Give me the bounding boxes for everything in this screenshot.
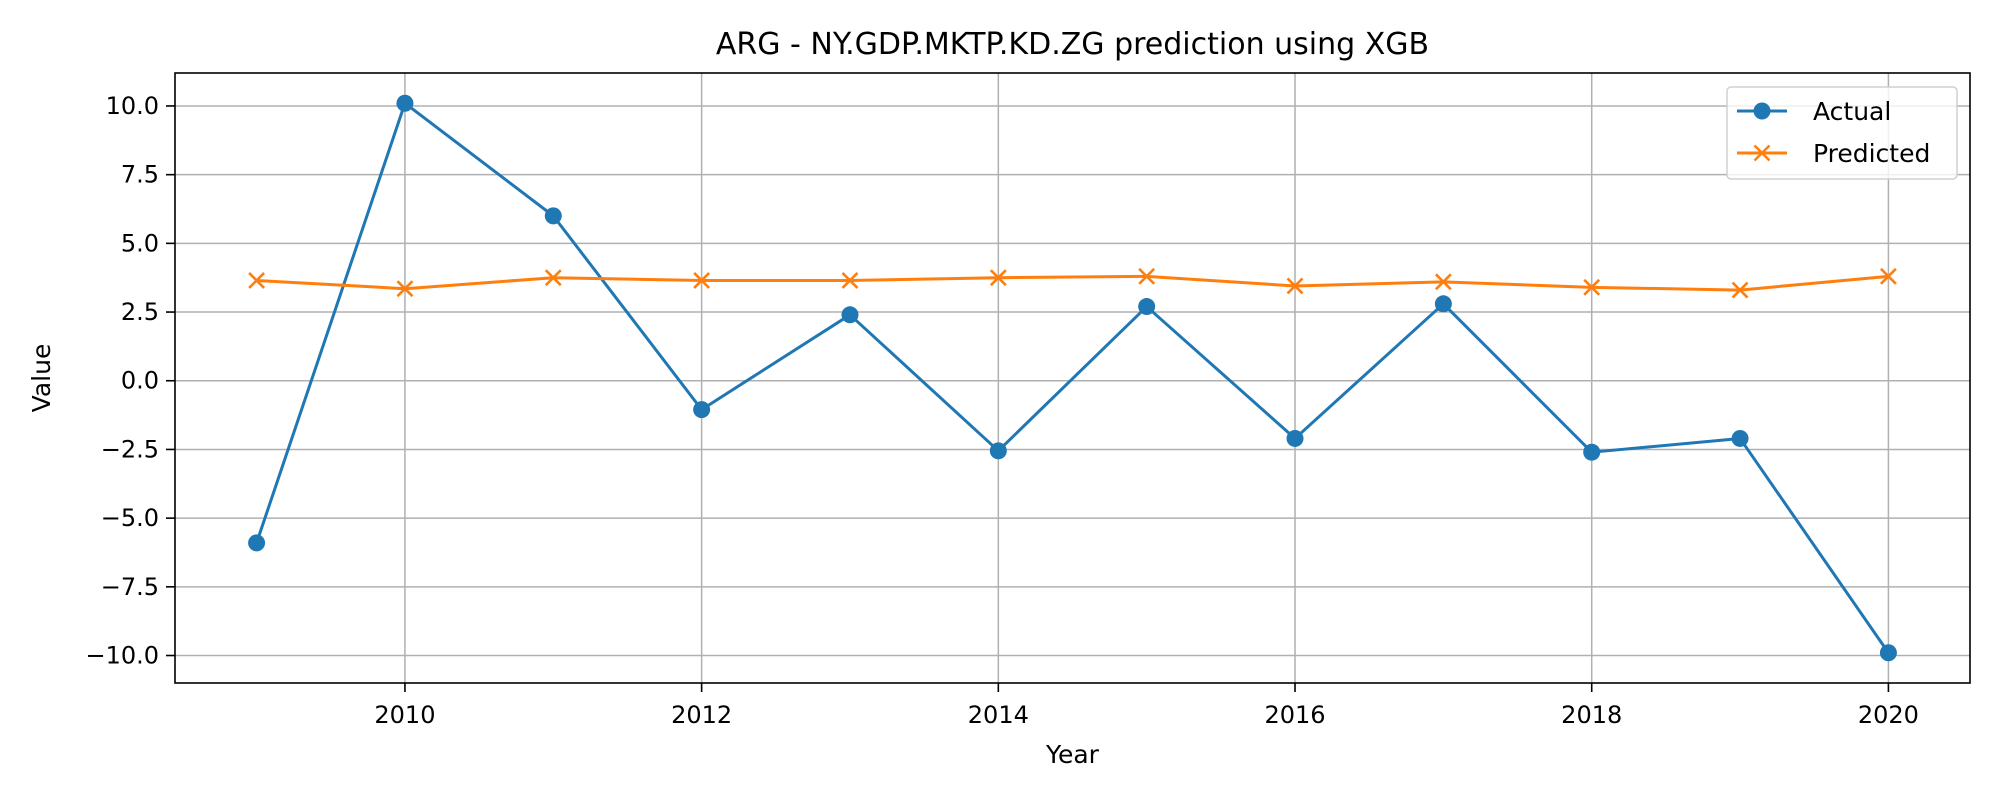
legend-entry: Actual bbox=[1737, 97, 1891, 126]
y-tick-label: 2.5 bbox=[121, 298, 159, 326]
y-tick-label: 10.0 bbox=[106, 92, 159, 120]
data-point-predicted bbox=[1286, 277, 1304, 295]
legend-marker-swatch bbox=[1753, 102, 1771, 120]
series-predicted bbox=[248, 267, 1897, 299]
x-tick-label: 2020 bbox=[1858, 701, 1919, 729]
y-tick-label: −2.5 bbox=[101, 435, 159, 463]
data-point-predicted bbox=[1138, 267, 1156, 285]
data-point-predicted bbox=[1583, 278, 1601, 296]
legend-label: Actual bbox=[1813, 97, 1891, 126]
y-tick-label: 7.5 bbox=[121, 161, 159, 189]
series-layer bbox=[248, 94, 1897, 662]
data-point-actual bbox=[1731, 429, 1749, 447]
data-point-predicted bbox=[1731, 281, 1749, 299]
legend-label: Predicted bbox=[1813, 139, 1930, 168]
x-tick-label: 2018 bbox=[1561, 701, 1622, 729]
data-point-predicted bbox=[693, 272, 711, 289]
data-point-predicted bbox=[1434, 273, 1452, 291]
data-point-actual bbox=[248, 534, 266, 552]
x-tick-label: 2012 bbox=[671, 701, 732, 729]
data-point-predicted bbox=[248, 272, 266, 289]
chart-title: ARG - NY.GDP.MKTP.KD.ZG prediction using… bbox=[716, 27, 1429, 62]
tick-layer: 2010 2012 2014 2016 2018 2020 10.0 7.5 5.0 2.5 0.0… bbox=[85, 92, 1918, 729]
data-point-actual bbox=[1583, 443, 1601, 461]
series-actual bbox=[248, 94, 1897, 662]
data-point-predicted bbox=[396, 280, 414, 298]
x-tick-label: 2014 bbox=[968, 701, 1029, 729]
plot-area-frame bbox=[174, 72, 1971, 684]
data-point-predicted bbox=[989, 269, 1007, 287]
data-point-actual bbox=[396, 94, 414, 112]
y-tick-label: −10.0 bbox=[85, 642, 159, 670]
data-point-predicted bbox=[544, 269, 562, 287]
legend-marker-swatch bbox=[1753, 144, 1771, 162]
y-tick-label: 5.0 bbox=[121, 229, 159, 257]
series-line-predicted bbox=[256, 274, 1889, 292]
legend: Actual Predicted bbox=[1726, 86, 1958, 180]
data-point-actual bbox=[841, 306, 859, 324]
x-axis-label: Year bbox=[1045, 740, 1100, 769]
y-axis-label: Value bbox=[27, 344, 56, 413]
y-tick-label: −7.5 bbox=[101, 573, 159, 601]
data-point-actual bbox=[544, 207, 562, 225]
data-point-predicted bbox=[1879, 267, 1897, 285]
x-tick-label: 2016 bbox=[1264, 701, 1325, 729]
data-point-actual bbox=[1138, 298, 1156, 316]
y-tick-label: 0.0 bbox=[121, 367, 159, 395]
x-tick-label: 2010 bbox=[374, 701, 435, 729]
data-point-actual bbox=[1879, 644, 1897, 662]
data-point-actual bbox=[1434, 295, 1452, 313]
legend-entry: Predicted bbox=[1737, 139, 1930, 168]
y-tick-label: −5.0 bbox=[101, 504, 159, 532]
data-point-actual bbox=[693, 401, 711, 419]
series-line-actual bbox=[255, 101, 1890, 654]
data-point-actual bbox=[989, 442, 1007, 460]
data-point-actual bbox=[1286, 429, 1304, 447]
data-point-predicted bbox=[841, 272, 859, 289]
